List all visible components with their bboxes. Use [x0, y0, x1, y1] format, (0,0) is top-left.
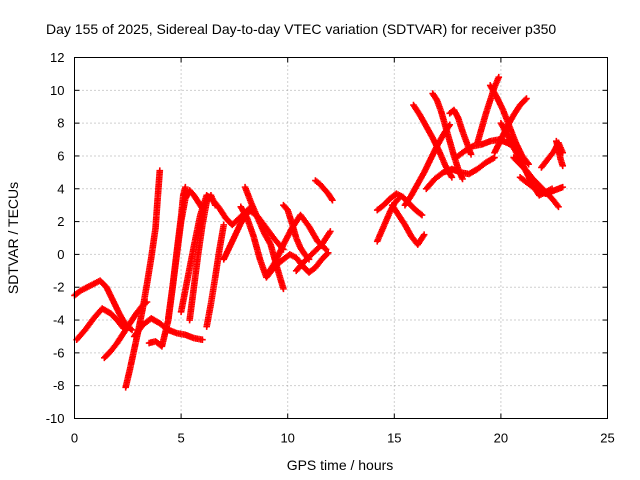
- data-point: [321, 245, 329, 252]
- y-tick-label: 0: [57, 247, 64, 262]
- series-arc-23: [410, 101, 456, 181]
- x-tick-label: 10: [280, 431, 294, 446]
- y-tick-label: -2: [53, 280, 65, 295]
- y-tick-label: 12: [50, 50, 64, 65]
- data-point: [418, 211, 426, 219]
- data-point: [128, 326, 136, 334]
- data-point: [495, 73, 503, 81]
- y-tick-label: -8: [53, 378, 65, 393]
- series-arc-13: [241, 183, 287, 293]
- series-arc-17: [292, 228, 334, 275]
- y-axis-title: SDTVAR / TECUs: [5, 182, 21, 294]
- series-arc-18: [312, 177, 336, 204]
- x-tick-label: 0: [71, 431, 78, 446]
- y-tick-label: 6: [57, 148, 64, 163]
- data-point: [467, 151, 475, 158]
- data-point: [328, 195, 335, 203]
- data-point: [555, 203, 562, 211]
- series-arc-29: [486, 82, 532, 168]
- data-point: [417, 210, 425, 218]
- series-arc-33: [516, 173, 567, 197]
- y-tick-label: 10: [50, 83, 64, 98]
- data-point: [211, 201, 219, 209]
- y-tick-label: 4: [57, 181, 64, 196]
- x-tick-label: 20: [494, 431, 508, 446]
- series-arc-16: [280, 201, 313, 263]
- x-tick-label: 5: [177, 431, 184, 446]
- series-arc-21: [388, 201, 428, 248]
- series-arc-26: [446, 106, 475, 158]
- series-arc-3: [101, 298, 151, 362]
- series-arc-35: [553, 137, 567, 170]
- y-tick-label: -4: [53, 313, 65, 328]
- series-arc-9: [186, 192, 219, 324]
- series-arc-7: [165, 187, 206, 322]
- chart-title: Day 155 of 2025, Sidereal Day-to-day VTE…: [46, 21, 556, 37]
- series-arc-2: [73, 305, 127, 344]
- series-arc-28: [474, 73, 503, 147]
- data-point: [448, 173, 456, 181]
- x-tick-label: 25: [600, 431, 614, 446]
- data-point: [327, 228, 334, 235]
- data-point: [329, 196, 336, 204]
- x-tick-label: 15: [387, 431, 401, 446]
- data-point: [323, 250, 331, 258]
- data-point: [523, 95, 530, 102]
- y-tick-label: -10: [46, 411, 65, 426]
- axis-ticks: 0 5 10 15 20 25 -10 -8 -6 -4 -2 0 2 4 6 8 10 12: [46, 50, 615, 446]
- series-arc-32: [510, 154, 562, 211]
- plot-frame: [74, 57, 608, 419]
- series-arc-20: [373, 190, 426, 219]
- data-point: [559, 162, 567, 170]
- data-point: [156, 167, 164, 175]
- data-point: [420, 231, 428, 239]
- data-point: [525, 160, 532, 168]
- series-arc-10: [203, 221, 228, 330]
- y-tick-label: 8: [57, 116, 64, 131]
- data-point: [459, 175, 466, 183]
- data-point: [522, 96, 529, 103]
- data-point: [554, 202, 561, 209]
- data-point: [182, 183, 189, 191]
- data-point: [559, 183, 567, 191]
- gridlines: [74, 57, 608, 419]
- data-points: [71, 73, 567, 391]
- series-arc-4: [122, 167, 164, 391]
- data-point: [220, 221, 228, 229]
- series-arc-30: [491, 95, 530, 156]
- data-point: [280, 285, 287, 293]
- y-tick-label: 2: [57, 214, 64, 229]
- data-point: [199, 336, 206, 344]
- y-tick-label: -6: [53, 345, 65, 360]
- x-axis-title: GPS time / hours: [287, 457, 394, 473]
- data-point: [524, 159, 531, 167]
- data-point: [324, 249, 332, 257]
